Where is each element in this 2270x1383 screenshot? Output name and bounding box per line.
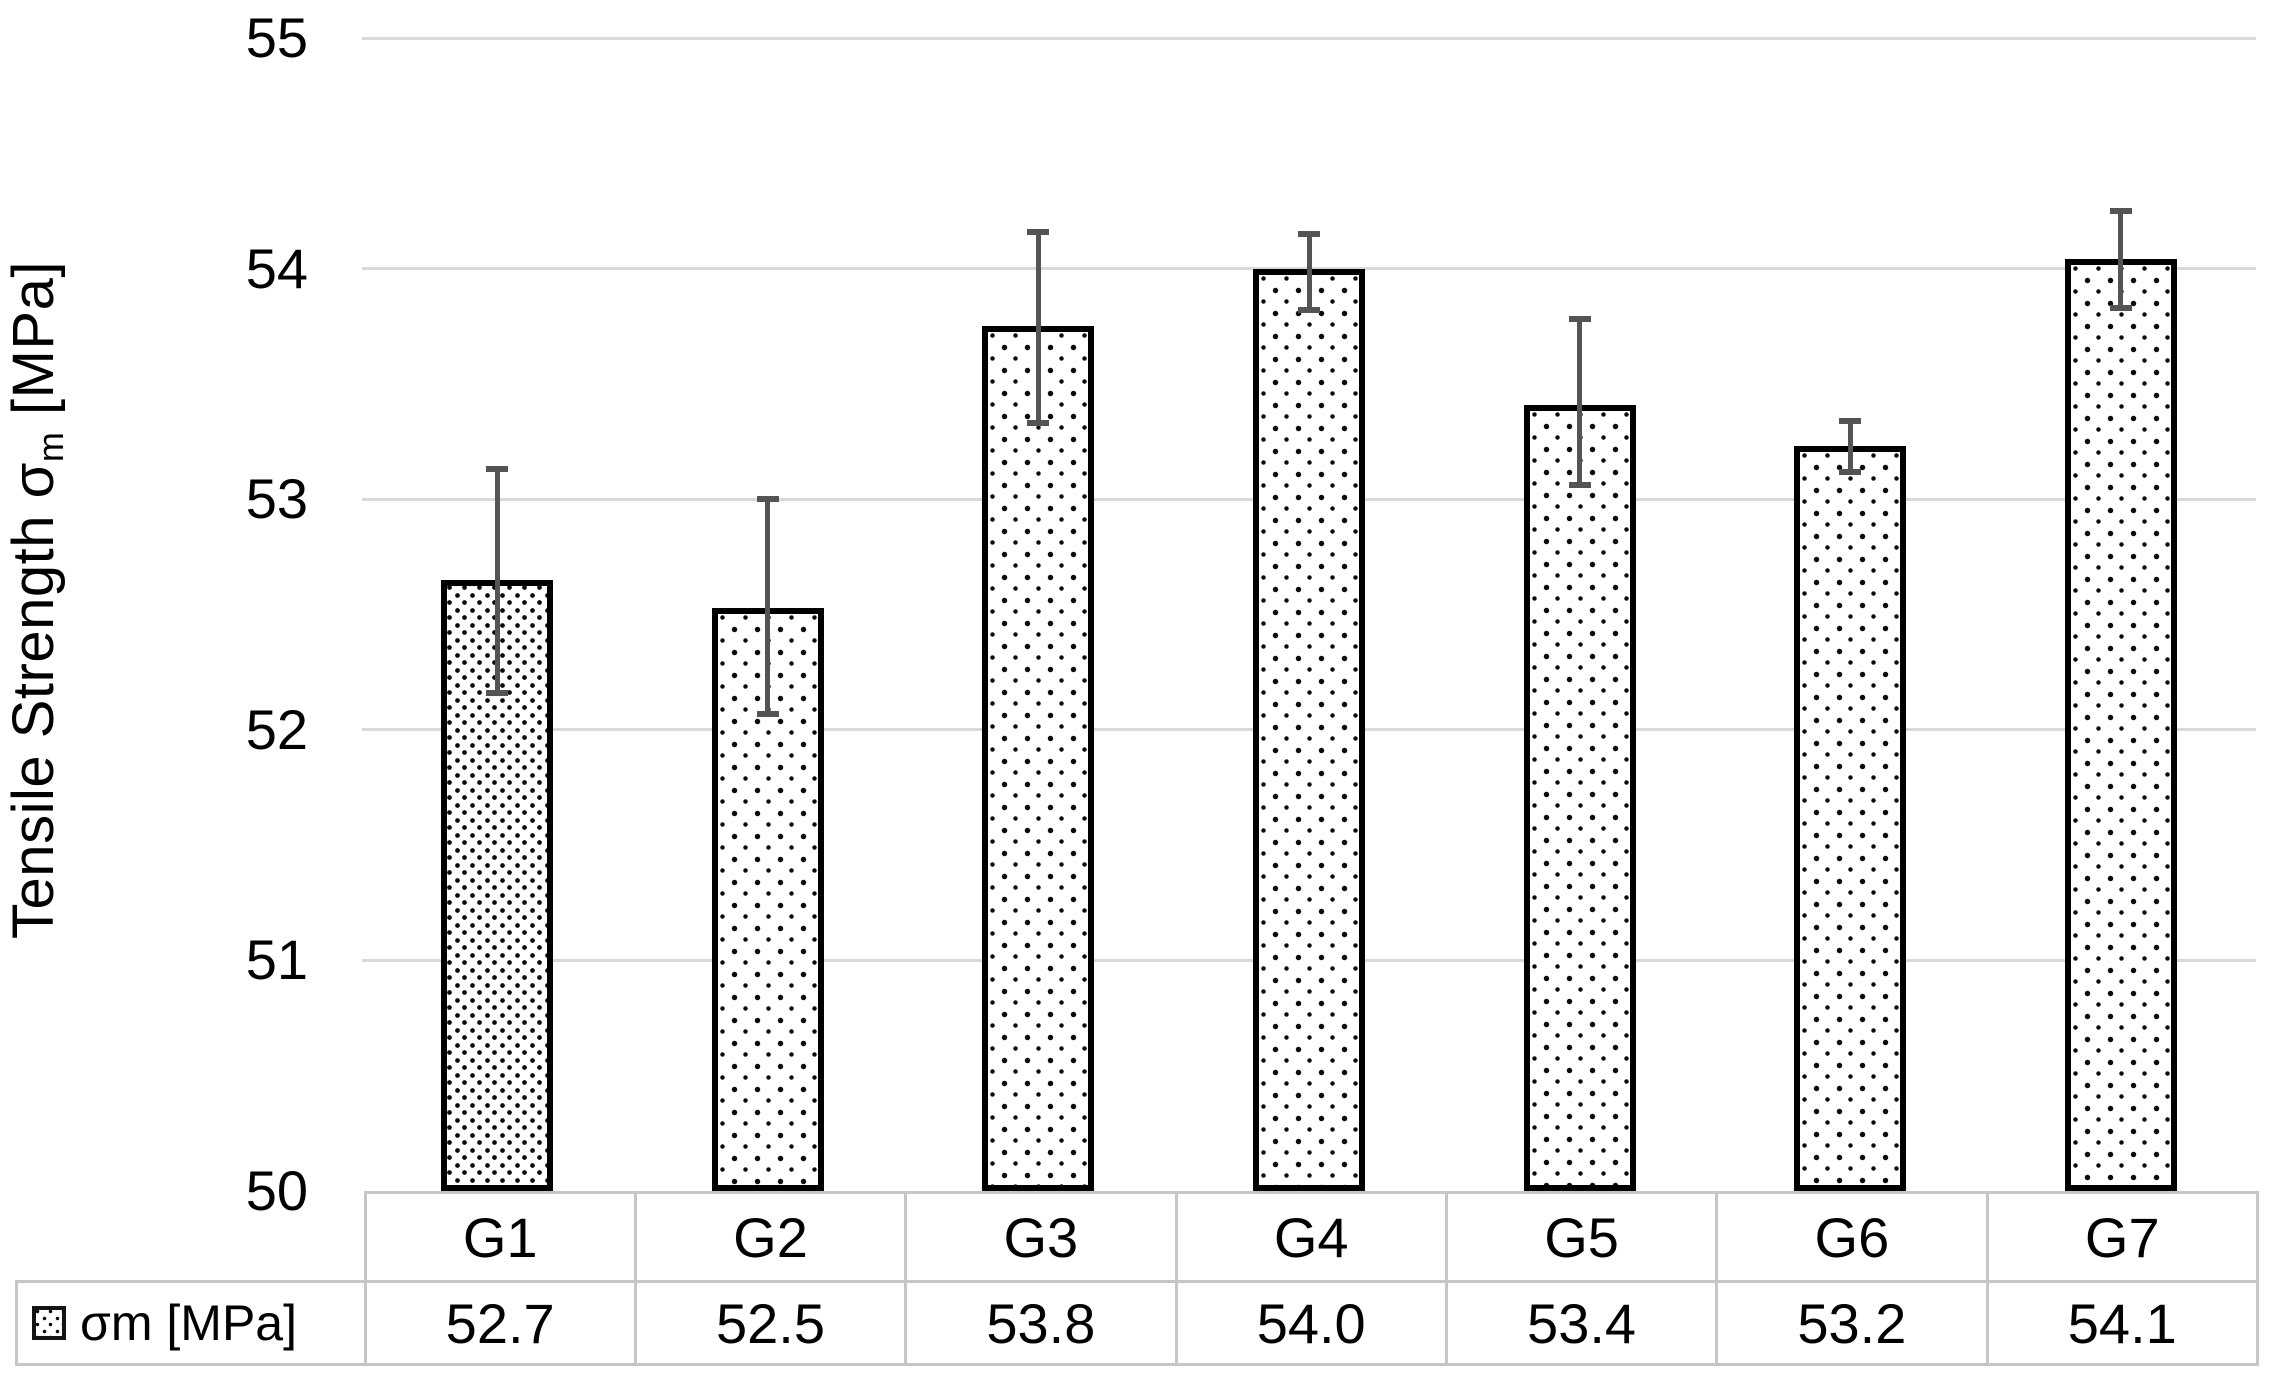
error-bar-top-cap-G4 bbox=[1298, 231, 1320, 237]
table-corner-cell bbox=[17, 1193, 366, 1282]
value-row: σm [MPa] 52.7 52.5 53.8 54.0 53.4 53.2 54.1 bbox=[15, 1280, 2260, 1366]
table-value-cell-G4: 54.0 bbox=[1174, 1280, 1448, 1366]
legend-cell: σm [MPa] bbox=[15, 1280, 367, 1366]
error-bar-bottom-cap-G5 bbox=[1568, 482, 1591, 489]
y-tick-label-54: 54 bbox=[245, 236, 308, 300]
error-bar-top-cap-G1 bbox=[486, 466, 509, 473]
y-axis-title: Tensile Strength σm [MPa] bbox=[0, 261, 72, 939]
table-value-cell-G3: 53.8 bbox=[904, 1280, 1178, 1366]
error-bar-bottom-cap-G1 bbox=[486, 689, 509, 696]
y-axis-title-main: Tensile Strength σ bbox=[0, 462, 66, 939]
error-bar-top-cap-G6 bbox=[1839, 417, 1862, 424]
table-header-cell-G2: G2 bbox=[633, 1191, 908, 1283]
table-header-cell-G3: G3 bbox=[904, 1191, 1178, 1283]
plot-area bbox=[362, 36, 2256, 1191]
bar-G3 bbox=[982, 326, 1095, 1191]
table-value-cell-G1: 52.7 bbox=[363, 1280, 637, 1366]
table-header-cell-G7: G7 bbox=[1985, 1191, 2260, 1283]
error-bar-bottom-cap-G3 bbox=[1027, 420, 1050, 427]
legend: σm [MPa] bbox=[19, 1294, 362, 1352]
y-tick-label-52: 52 bbox=[245, 697, 308, 761]
y-tick-label-53: 53 bbox=[245, 467, 308, 531]
table-header-cell-G5: G5 bbox=[1444, 1191, 1719, 1283]
category-header-row: G1 G2 G3 G4 G5 G6 G7 bbox=[17, 1191, 2260, 1283]
error-bar-bottom-cap-G6 bbox=[1839, 468, 1862, 475]
error-bar-bottom-cap-G2 bbox=[756, 710, 779, 717]
error-bar-stem-G2 bbox=[765, 499, 771, 714]
y-tick-label-55: 55 bbox=[245, 6, 308, 69]
legend-pattern-swatch-icon bbox=[32, 1306, 66, 1340]
bar-G4 bbox=[1253, 268, 1365, 1191]
y-axis-title-subscript: m bbox=[30, 431, 72, 463]
error-bar-stem-G4 bbox=[1306, 234, 1312, 311]
table-value-cell-G7: 54.1 bbox=[1985, 1280, 2260, 1366]
error-bar-bottom-cap-G4 bbox=[1298, 307, 1320, 314]
error-bar-stem-G6 bbox=[1847, 420, 1853, 472]
legend-label: σm [MPa] bbox=[80, 1295, 297, 1351]
table-value-cell-G2: 52.5 bbox=[633, 1280, 908, 1366]
table-header-cell-G6: G6 bbox=[1715, 1191, 1989, 1283]
table-value-cell-G6: 53.2 bbox=[1715, 1280, 1989, 1366]
table-value-cell-G5: 53.4 bbox=[1444, 1280, 1719, 1366]
table-header-cell-G4: G4 bbox=[1174, 1191, 1448, 1283]
y-tick-label-51: 51 bbox=[245, 928, 308, 992]
error-bar-top-cap-G5 bbox=[1568, 316, 1591, 323]
y-tick-label-50: 50 bbox=[245, 1159, 308, 1222]
error-bar-stem-G5 bbox=[1577, 319, 1583, 486]
error-bar-top-cap-G2 bbox=[756, 496, 779, 503]
y-axis-title-unit: [MPa] bbox=[0, 261, 66, 432]
gridline-55 bbox=[362, 36, 2256, 40]
bar-G7 bbox=[2064, 259, 2177, 1191]
bar-G6 bbox=[1794, 446, 1907, 1191]
error-bar-bottom-cap-G7 bbox=[2109, 304, 2132, 311]
error-bar-stem-G7 bbox=[2118, 210, 2124, 308]
error-bar-top-cap-G7 bbox=[2109, 207, 2132, 214]
table-header-cell-G1: G1 bbox=[363, 1191, 637, 1283]
bar-G5 bbox=[1523, 404, 1636, 1191]
bar-G1 bbox=[441, 579, 554, 1191]
bar-G2 bbox=[711, 607, 824, 1191]
error-bar-stem-G1 bbox=[494, 469, 500, 693]
data-table: G1 G2 G3 G4 G5 G6 G7 σm [MPa] 52.7 52.5 53.8 54.0… bbox=[15, 1191, 2260, 1366]
error-bar-stem-G3 bbox=[1035, 231, 1041, 424]
error-bar-top-cap-G3 bbox=[1027, 228, 1050, 235]
